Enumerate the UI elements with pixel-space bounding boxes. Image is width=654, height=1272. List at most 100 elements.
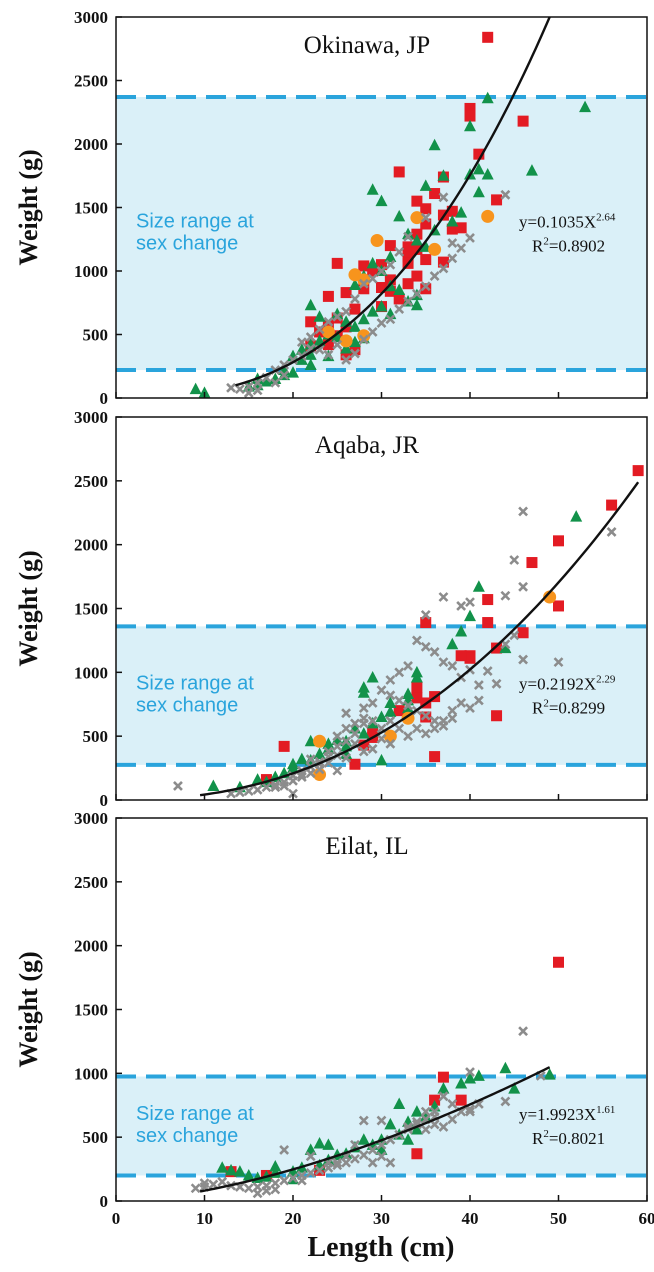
point-triangle xyxy=(207,779,220,791)
point-cross xyxy=(358,746,369,757)
point-cross xyxy=(279,370,290,381)
point-square xyxy=(455,650,467,662)
y-tick-label: 0 xyxy=(100,389,109,408)
point-square xyxy=(305,316,317,328)
point-cross xyxy=(403,296,413,307)
r-exponent: 2 xyxy=(543,1128,549,1140)
point-square xyxy=(553,600,564,612)
r-exponent: 2 xyxy=(543,698,549,710)
point-cross xyxy=(279,1175,290,1186)
point-cross xyxy=(341,708,352,719)
point-triangle xyxy=(402,1133,415,1145)
point-square xyxy=(491,710,503,722)
point-square xyxy=(446,205,458,217)
point-cross xyxy=(420,1124,431,1135)
point-square xyxy=(349,303,361,315)
point-triangle xyxy=(499,641,512,654)
point-triangle xyxy=(393,283,406,296)
point-cross xyxy=(465,1067,475,1077)
point-triangle xyxy=(242,1168,255,1181)
fit-r-squared: R2=0.8021 xyxy=(532,1128,605,1148)
band-label-line1: Size range at xyxy=(136,1103,254,1125)
point-triangle xyxy=(464,119,476,132)
point-circle xyxy=(481,209,495,223)
point-cross xyxy=(332,1160,343,1171)
point-cross xyxy=(420,212,431,223)
point-square xyxy=(420,254,432,266)
point-cross xyxy=(394,667,405,678)
point-square xyxy=(491,642,503,654)
point-triangle xyxy=(295,752,308,765)
point-cross xyxy=(217,1176,228,1187)
band-label-line2: sex change xyxy=(136,1125,238,1147)
point-cross xyxy=(367,327,378,337)
y-axis-label: Weight (g) xyxy=(14,951,43,1067)
point-triangle xyxy=(304,298,317,311)
point-cross xyxy=(367,273,378,284)
point-cross xyxy=(358,334,369,345)
y-tick-label: 2500 xyxy=(74,472,108,491)
fit-equation-exponent: 2.29 xyxy=(596,674,616,686)
panel-title: Aqaba, JR xyxy=(315,432,419,459)
point-cross xyxy=(438,715,449,726)
x-tick-label: 20 xyxy=(285,1209,302,1228)
point-cross xyxy=(296,772,307,782)
point-cross xyxy=(509,555,520,565)
point-triangle xyxy=(525,164,538,176)
y-axis-label: Weight (g) xyxy=(14,550,43,666)
point-square xyxy=(632,465,644,477)
point-triangle xyxy=(579,100,592,113)
point-triangle xyxy=(287,366,299,378)
fit-r-squared: R2=0.8299 xyxy=(532,698,605,718)
point-square xyxy=(340,287,352,299)
point-square xyxy=(402,251,414,263)
band-label-line2: sex change xyxy=(136,233,238,255)
point-square xyxy=(411,692,423,704)
point-triangle xyxy=(260,374,273,387)
point-triangle xyxy=(543,1068,556,1080)
point-cross xyxy=(394,695,405,706)
point-circle xyxy=(428,242,442,256)
point-triangle xyxy=(384,696,397,708)
x-tick-label: 0 xyxy=(112,1209,121,1228)
point-triangle xyxy=(233,1165,246,1177)
y-tick-label: 3000 xyxy=(74,8,108,27)
point-cross xyxy=(332,339,343,350)
point-triangle xyxy=(481,91,494,104)
x-tick-label: 60 xyxy=(639,1209,654,1228)
point-cross xyxy=(279,781,290,791)
point-cross xyxy=(358,718,369,729)
point-square xyxy=(376,282,387,294)
fit-equation-exponent: 1.61 xyxy=(596,1104,615,1116)
fit-curve xyxy=(235,17,551,387)
point-cross xyxy=(350,728,360,739)
point-cross xyxy=(429,715,440,726)
point-cross xyxy=(226,382,236,393)
y-tick-label: 2500 xyxy=(74,72,108,91)
point-triangle xyxy=(322,1138,335,1150)
point-cross xyxy=(252,1188,263,1199)
point-cross xyxy=(358,703,369,713)
point-triangle xyxy=(402,687,415,700)
point-cross xyxy=(199,1178,210,1189)
panel-title: Eilat, IL xyxy=(325,833,408,860)
y-tick-label: 1000 xyxy=(74,663,108,682)
point-square xyxy=(420,218,432,230)
point-cross xyxy=(288,788,298,799)
point-cross xyxy=(332,741,343,752)
y-axis-label: Weight (g) xyxy=(14,149,43,265)
point-cross xyxy=(350,294,360,304)
point-cross xyxy=(403,231,413,242)
point-cross xyxy=(518,1026,529,1037)
point-square xyxy=(482,31,494,43)
point-triangle xyxy=(437,169,450,181)
y-tick-label: 2500 xyxy=(74,873,108,892)
point-triangle xyxy=(410,670,423,683)
point-cross xyxy=(376,266,387,276)
fit-equation-base: y=0.2192X xyxy=(519,675,596,694)
x-tick-label: 50 xyxy=(550,1209,567,1228)
point-cross xyxy=(190,1183,201,1194)
fit-equation: y=1.9923X1.61 xyxy=(519,1104,615,1124)
